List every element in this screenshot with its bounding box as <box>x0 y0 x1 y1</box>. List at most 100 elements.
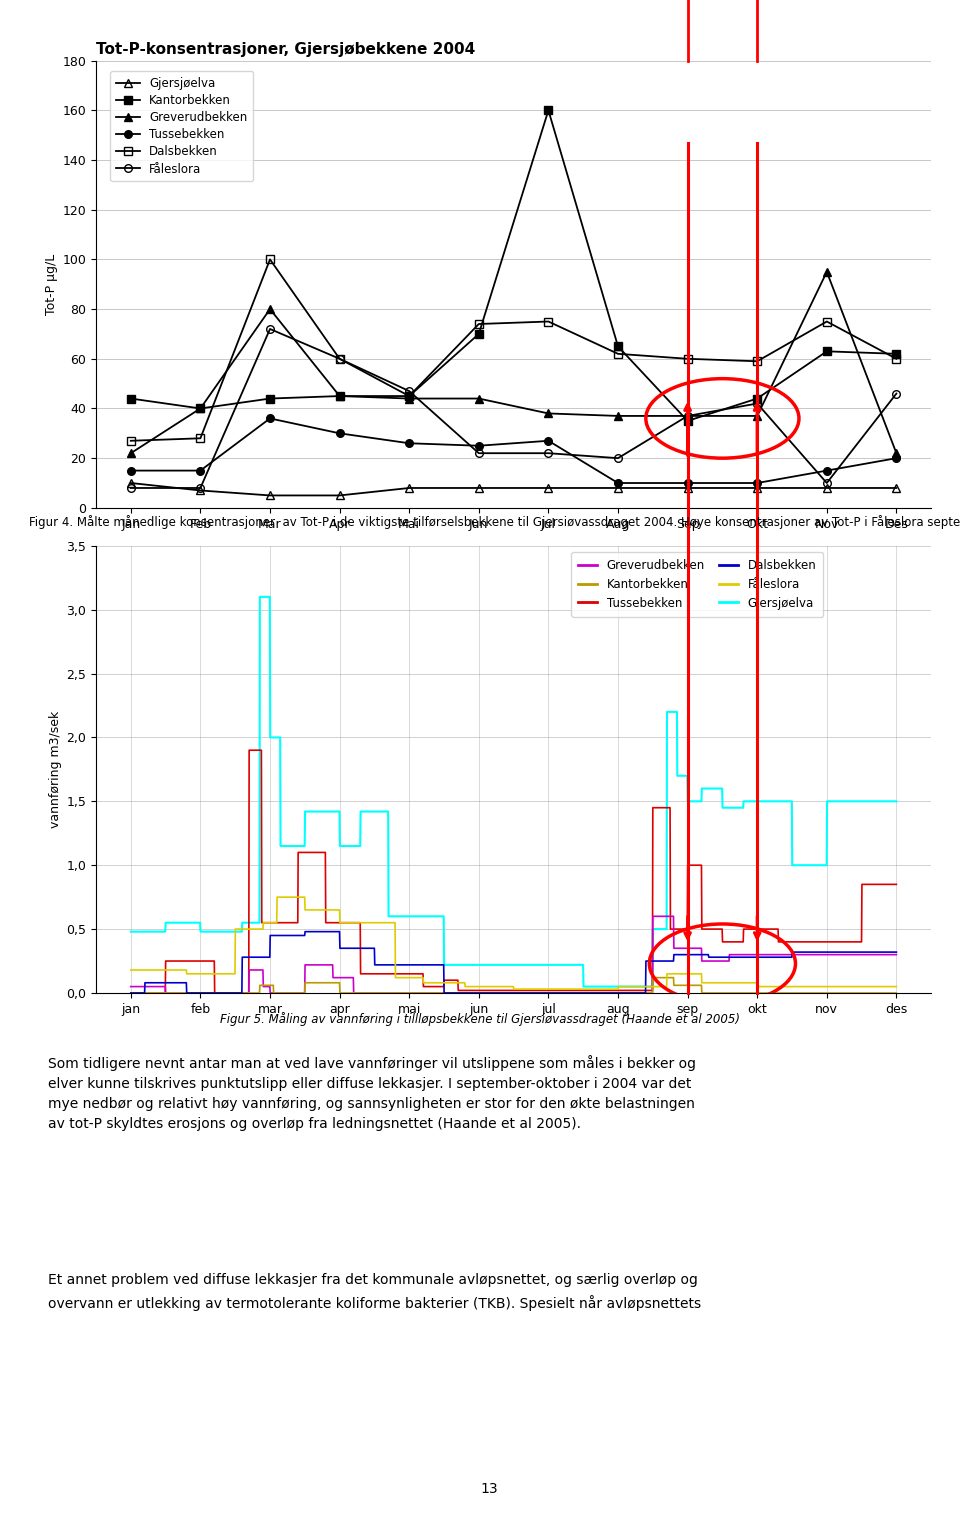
Greverudbekken <box>477 984 489 1002</box>
Tussebekken <box>542 432 554 450</box>
Greverudbekken <box>497 984 509 1002</box>
Fåleslora <box>125 961 136 979</box>
Greverudbekken <box>821 262 832 280</box>
Fåleslora <box>497 978 509 996</box>
Dalsbekken <box>477 984 489 1002</box>
Gjersjøelva <box>254 588 266 606</box>
Greverudbekken <box>612 406 624 424</box>
Gjersjøelva <box>497 955 509 973</box>
Kantorbekken <box>125 984 136 1002</box>
Tussebekken <box>244 741 255 760</box>
Dalsbekken <box>612 344 624 362</box>
Gjersjøelva <box>125 923 136 941</box>
Greverudbekken <box>264 300 276 318</box>
Legend: Gjersjøelva, Kantorbekken, Greverudbekken, Tussebekken, Dalsbekken, Fåleslora: Gjersjøelva, Kantorbekken, Greverudbekke… <box>110 71 253 182</box>
Text: Tot-P-konsentrasjoner, Gjersjøbekkene 2004: Tot-P-konsentrasjoner, Gjersjøbekkene 20… <box>96 42 475 56</box>
Text: Figur 4. Målte månedlige konsentrasjoner  av Tot-P i de viktigste tilførselsbekk: Figur 4. Målte månedlige konsentrasjoner… <box>29 515 960 529</box>
Dalsbekken <box>300 923 311 941</box>
Gjersjøelva <box>195 482 206 500</box>
Fåleslora <box>473 444 485 462</box>
Fåleslora <box>272 888 283 907</box>
Kantorbekken <box>542 102 554 120</box>
Greverudbekken <box>473 390 485 408</box>
Fåleslora <box>612 449 624 467</box>
Dalsbekken <box>195 429 206 447</box>
Tussebekken <box>682 475 693 493</box>
Fåleslora <box>508 979 519 998</box>
Greverudbekken <box>125 444 136 462</box>
Line: Kantorbekken: Kantorbekken <box>127 106 900 424</box>
Dalsbekken <box>729 948 740 966</box>
Greverudbekken <box>125 978 136 996</box>
Fåleslora <box>334 350 346 368</box>
Gjersjøelva <box>164 914 176 932</box>
Fåleslora <box>821 475 832 493</box>
Line: Greverudbekken: Greverudbekken <box>127 268 900 456</box>
Dalsbekken <box>752 352 763 370</box>
Gjersjøelva <box>612 479 624 497</box>
Dalsbekken <box>125 432 136 450</box>
Gjersjøelva <box>403 479 415 497</box>
Greverudbekken <box>195 399 206 417</box>
Kantorbekken <box>891 344 902 362</box>
Greverudbekken <box>160 984 172 1002</box>
Kantorbekken <box>403 387 415 405</box>
Gjersjøelva <box>891 793 902 811</box>
Gjersjøelva <box>334 487 346 505</box>
Kantorbekken <box>821 343 832 361</box>
Dalsbekken <box>334 350 346 368</box>
Y-axis label: Tot-P μg/L: Tot-P μg/L <box>45 253 59 315</box>
Tussebekken <box>264 409 276 428</box>
Tussebekken <box>497 981 509 999</box>
Tussebekken <box>195 461 206 479</box>
Gjersjøelva <box>891 479 902 497</box>
Kantorbekken <box>195 399 206 417</box>
Dalsbekken <box>891 943 902 961</box>
Greverudbekken <box>891 444 902 462</box>
Text: Et annet problem ved diffuse lekkasjer fra det kommunale avløpsnettet, og særlig: Et annet problem ved diffuse lekkasjer f… <box>48 1273 701 1310</box>
Greverudbekken <box>682 406 693 424</box>
Greverudbekken <box>164 984 176 1002</box>
Tussebekken <box>821 461 832 479</box>
Line: Dalsbekken: Dalsbekken <box>127 256 900 444</box>
Greverudbekken <box>542 405 554 423</box>
Tussebekken <box>403 434 415 452</box>
Dalsbekken <box>821 312 832 330</box>
Dalsbekken <box>497 984 509 1002</box>
Gjersjøelva <box>473 479 485 497</box>
Tussebekken <box>125 984 136 1002</box>
Dalsbekken <box>682 350 693 368</box>
Text: Som tidligere nevnt antar man at ved lave vannføringer vil utslippene som måles : Som tidligere nevnt antar man at ved lav… <box>48 1055 696 1131</box>
Tussebekken <box>891 449 902 467</box>
Tussebekken <box>752 475 763 493</box>
Line: Tussebekken: Tussebekken <box>127 414 900 487</box>
Fåleslora <box>752 394 763 412</box>
Kantorbekken <box>477 984 489 1002</box>
Kantorbekken <box>497 984 509 1002</box>
Y-axis label: vannføring m3/sek: vannføring m3/sek <box>49 711 62 828</box>
Kantorbekken <box>125 390 136 408</box>
Kantorbekken <box>869 984 880 1002</box>
Tussebekken <box>612 475 624 493</box>
Fåleslora <box>477 978 489 996</box>
Tussebekken <box>125 461 136 479</box>
Fåleslora <box>195 479 206 497</box>
Line: Fåleslora: Fåleslora <box>131 897 897 988</box>
Line: Tussebekken: Tussebekken <box>131 750 897 993</box>
Gjersjøelva <box>752 479 763 497</box>
Fåleslora <box>125 479 136 497</box>
Line: Gjersjøelva: Gjersjøelva <box>131 597 897 987</box>
Fåleslora <box>542 444 554 462</box>
Greverudbekken <box>403 390 415 408</box>
Text: 13: 13 <box>481 1483 498 1496</box>
Tussebekken <box>334 424 346 443</box>
Greverudbekken <box>869 946 880 964</box>
Gjersjøelva <box>729 799 740 817</box>
Tussebekken <box>869 875 880 893</box>
Kantorbekken <box>612 337 624 355</box>
Greverudbekken <box>752 406 763 424</box>
Dalsbekken <box>264 250 276 268</box>
Gjersjøelva <box>264 487 276 505</box>
Tussebekken <box>164 952 176 970</box>
Kantorbekken <box>264 390 276 408</box>
